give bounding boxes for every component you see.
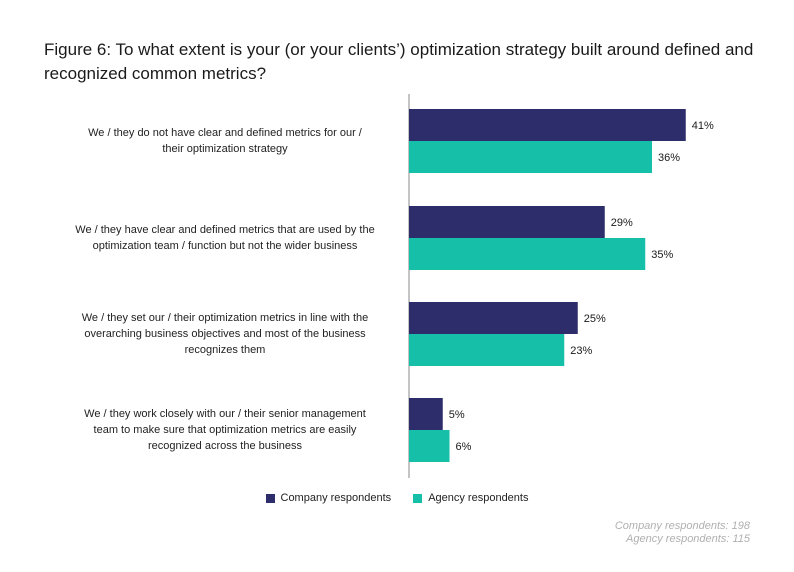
category-label-3: We / they set our / their optimization m… xyxy=(55,310,395,358)
bar-company-2 xyxy=(409,206,605,238)
note-company-count: Company respondents: 198 xyxy=(614,520,750,532)
data-label-agency-3: 23% xyxy=(570,345,592,357)
legend: Company respondents Agency respondents xyxy=(0,492,794,504)
data-label-agency-1: 36% xyxy=(658,152,680,164)
category-label-line: recognized across the business xyxy=(147,440,303,452)
bar-agency-4 xyxy=(409,430,450,462)
category-label-line: We / they have clear and defined metrics… xyxy=(75,224,375,236)
category-label-2: We / they have clear and defined metrics… xyxy=(55,222,395,254)
chart-title: Figure 6: To what extent is your (or you… xyxy=(44,38,764,86)
category-label-line: We / they do not have clear and defined … xyxy=(88,127,362,139)
data-label-agency-4: 6% xyxy=(456,441,472,453)
bar-agency-3 xyxy=(409,334,565,366)
data-label-company-4: 5% xyxy=(449,409,465,421)
bar-company-4 xyxy=(409,398,443,430)
legend-swatch-company xyxy=(265,493,275,503)
category-label-line: We / they set our / their optimization m… xyxy=(81,312,369,324)
category-label-4: We / they work closely with our / their … xyxy=(55,406,395,454)
bar-company-1 xyxy=(409,109,686,141)
legend-label-company: Company respondents xyxy=(280,492,392,504)
category-label-line: recognizes them xyxy=(184,344,266,356)
legend-swatch-agency xyxy=(413,493,423,503)
data-label-company-3: 25% xyxy=(584,313,606,325)
legend-item-company: Company respondents xyxy=(265,492,392,504)
chart-title-line: Figure 6: To what extent is your (or you… xyxy=(44,40,754,59)
legend-item-agency: Agency respondents xyxy=(413,492,528,504)
data-label-agency-2: 35% xyxy=(651,249,673,261)
bar-agency-2 xyxy=(409,238,646,270)
category-label-line: optimization team / function but not the… xyxy=(92,240,358,252)
legend-label-agency: Agency respondents xyxy=(428,492,529,504)
category-label-line: overarching business objectives and most… xyxy=(84,328,366,340)
category-label-line: We / they work closely with our / their … xyxy=(84,408,366,420)
data-label-company-1: 41% xyxy=(692,120,714,132)
category-label-line: their optimization strategy xyxy=(162,143,288,155)
bar-company-3 xyxy=(409,302,578,334)
chart-title-line: recognized common metrics? xyxy=(44,64,267,83)
category-label-line: team to make sure that optimization metr… xyxy=(93,424,357,436)
bar-agency-1 xyxy=(409,141,652,173)
data-label-company-2: 29% xyxy=(611,217,633,229)
category-label-1: We / they do not have clear and defined … xyxy=(55,125,395,157)
sample-size-note: Company respondents: 198 Agency responde… xyxy=(615,520,750,546)
note-agency-count: Agency respondents: 115 xyxy=(626,533,750,545)
